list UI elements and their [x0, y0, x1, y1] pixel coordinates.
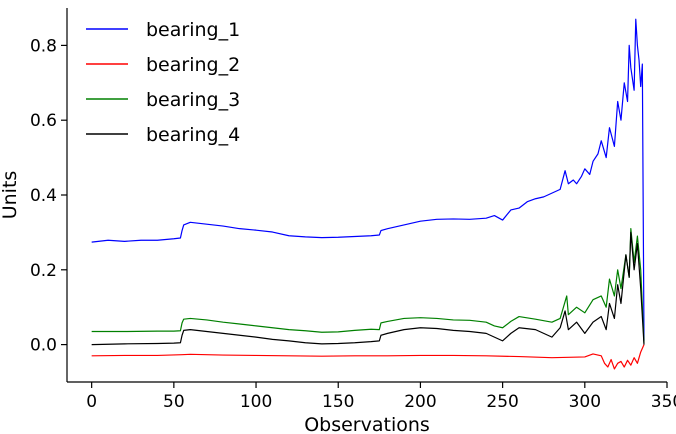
series-line-bearing_1	[91, 18, 645, 341]
x-tick-label: 300	[569, 392, 601, 412]
x-tick-label: 350	[651, 392, 676, 412]
y-tick-label: 0.8	[30, 36, 57, 56]
x-tick-label: 150	[322, 392, 354, 412]
x-tick-label: 100	[240, 392, 272, 412]
legend-label-bearing_3: bearing_3	[146, 89, 240, 111]
x-tick-label: 250	[486, 392, 518, 412]
y-tick-label: 0.6	[30, 111, 57, 131]
legend-label-bearing_2: bearing_2	[146, 54, 240, 76]
axes: 0 50 100 150 200 250 300 350 0.0 0.2 0.4 0.6 0.8	[30, 8, 676, 412]
y-tick-label: 0.4	[30, 186, 57, 206]
series-line-bearing_3	[91, 228, 645, 343]
y-tick-label: 0.0	[30, 336, 57, 356]
x-tick-label: 0	[86, 392, 97, 412]
legend-label-bearing_1: bearing_1	[146, 19, 240, 41]
series-line-bearing_4	[91, 231, 645, 346]
legend-label-bearing_4: bearing_4	[146, 124, 240, 146]
x-axis-title: Observations	[304, 414, 430, 434]
series-line-bearing_2	[91, 344, 645, 370]
x-tick-label: 50	[163, 392, 185, 412]
x-tick-label: 200	[404, 392, 436, 412]
y-axis-title: Units	[0, 171, 21, 220]
y-tick-label: 0.2	[30, 261, 57, 281]
series-layer	[91, 18, 645, 370]
legend: bearing_1 bearing_2 bearing_3 bearing_4	[86, 19, 240, 146]
